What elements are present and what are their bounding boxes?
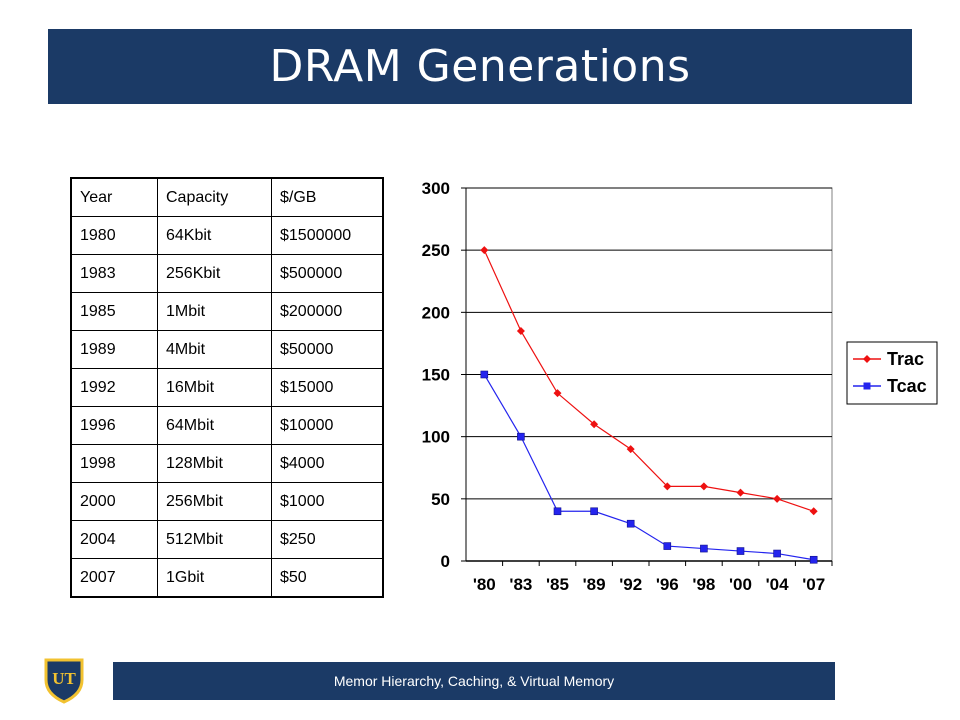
table-cell: 1989 bbox=[70, 330, 158, 369]
data-point-trac bbox=[516, 326, 525, 335]
table-cell: $15000 bbox=[271, 368, 384, 407]
x-tick-label: '80 bbox=[473, 575, 496, 594]
data-point-trac bbox=[736, 488, 745, 497]
series-line-trac bbox=[483, 249, 814, 512]
table-cell: 256Kbit bbox=[157, 254, 272, 293]
data-point-tcac bbox=[480, 370, 489, 379]
table-cell: 64Mbit bbox=[157, 406, 272, 445]
table-cell: $500000 bbox=[271, 254, 384, 293]
table-cell: $4000 bbox=[271, 444, 384, 483]
x-tick-label: '83 bbox=[509, 575, 532, 594]
table-row: 1985 1Mbit $200000 bbox=[70, 292, 384, 331]
x-tick-label: '04 bbox=[766, 575, 789, 594]
y-tick-label: 200 bbox=[422, 303, 450, 322]
slide-title: DRAM Generations bbox=[269, 41, 691, 92]
x-tick-label: '85 bbox=[546, 575, 569, 594]
data-point-trac bbox=[553, 389, 562, 398]
legend-box bbox=[846, 341, 938, 405]
table-cell: 4Mbit bbox=[157, 330, 272, 369]
table-cell: 64Kbit bbox=[157, 216, 272, 255]
table-cell: 1983 bbox=[70, 254, 158, 293]
table-cell: $50 bbox=[271, 558, 384, 598]
y-tick-label: 300 bbox=[422, 179, 450, 198]
x-tick-label: '07 bbox=[802, 575, 825, 594]
table-row: 1992 16Mbit $15000 bbox=[70, 368, 384, 407]
table-cell: 2000 bbox=[70, 482, 158, 521]
data-point-trac bbox=[663, 482, 672, 491]
x-tick-label: '98 bbox=[692, 575, 715, 594]
table-cell: 1980 bbox=[70, 216, 158, 255]
table-row: 1983 256Kbit $500000 bbox=[70, 254, 384, 293]
legend-label: Trac bbox=[887, 349, 924, 369]
data-point-tcac bbox=[700, 544, 708, 553]
table-header-cell: Capacity bbox=[157, 177, 272, 217]
footer-bar: Memor Hierarchy, Caching, & Virtual Memo… bbox=[113, 662, 835, 700]
data-point-trac bbox=[626, 445, 635, 454]
data-point-trac bbox=[809, 507, 818, 516]
table-row: 2000 256Mbit $1000 bbox=[70, 482, 384, 521]
data-point-tcac bbox=[553, 507, 562, 516]
data-point-trac bbox=[773, 494, 782, 503]
y-tick-label: 250 bbox=[422, 241, 450, 260]
data-point-tcac bbox=[590, 507, 598, 516]
table-row: 1998 128Mbit $4000 bbox=[70, 444, 384, 483]
table-cell: 128Mbit bbox=[157, 444, 272, 483]
table-header-cell: $/GB bbox=[271, 177, 384, 217]
table-cell: 256Mbit bbox=[157, 482, 272, 521]
table-cell: 1Mbit bbox=[157, 292, 272, 331]
data-point-tcac bbox=[809, 555, 818, 564]
data-point-tcac bbox=[773, 549, 781, 558]
table-cell: 1985 bbox=[70, 292, 158, 331]
table-row: 1996 64Mbit $10000 bbox=[70, 406, 384, 445]
y-tick-label: 50 bbox=[431, 490, 450, 509]
dram-latency-chart: 0 50 100 150 200 250 300 '80 '83 '85 '89 '92 '96 '98 '… bbox=[422, 179, 938, 594]
table-cell: $250 bbox=[271, 520, 384, 559]
table-cell: 1996 bbox=[70, 406, 158, 445]
table-cell: 1Gbit bbox=[157, 558, 272, 598]
data-point-trac bbox=[480, 246, 489, 255]
legend-marker bbox=[863, 355, 871, 363]
svg-text:UT: UT bbox=[52, 669, 76, 688]
table-row: 2004 512Mbit $250 bbox=[70, 520, 384, 559]
title-bar: DRAM Generations bbox=[48, 29, 912, 104]
legend-label: Tcac bbox=[887, 376, 927, 396]
table-cell: $1000 bbox=[271, 482, 384, 521]
x-tick-label: '00 bbox=[729, 575, 752, 594]
table-cell: $50000 bbox=[271, 330, 384, 369]
table-row: 1989 4Mbit $50000 bbox=[70, 330, 384, 369]
table-cell: 16Mbit bbox=[157, 368, 272, 407]
y-tick-label: 0 bbox=[441, 552, 450, 571]
footer-text: Memor Hierarchy, Caching, & Virtual Memo… bbox=[333, 673, 615, 689]
table-cell: 1992 bbox=[70, 368, 158, 407]
x-tick-label: '89 bbox=[583, 575, 606, 594]
dram-table: Year Capacity $/GB 1980 64Kbit $1500000 1983 25… bbox=[70, 177, 384, 598]
data-point-tcac bbox=[517, 432, 525, 441]
x-tick-label: '92 bbox=[619, 575, 642, 594]
table-cell: 1998 bbox=[70, 444, 158, 483]
table-header-cell: Year bbox=[70, 177, 158, 217]
data-point-trac bbox=[590, 420, 599, 429]
data-point-tcac bbox=[626, 519, 635, 528]
ut-logo: UT bbox=[44, 658, 84, 704]
table-cell: 2007 bbox=[70, 558, 158, 598]
table-row: 1980 64Kbit $1500000 bbox=[70, 216, 384, 255]
data-point-trac bbox=[699, 482, 708, 491]
table-cell: 2004 bbox=[70, 520, 158, 559]
data-point-tcac bbox=[736, 547, 745, 555]
table-cell: $10000 bbox=[271, 406, 384, 445]
x-tick-label: '96 bbox=[656, 575, 679, 594]
table-cell: $1500000 bbox=[271, 216, 384, 255]
table-header-row: Year Capacity $/GB bbox=[70, 177, 384, 217]
table-cell: $200000 bbox=[271, 292, 384, 331]
y-tick-label: 150 bbox=[422, 366, 450, 385]
table-cell: 512Mbit bbox=[157, 520, 272, 559]
series-line-tcac bbox=[483, 374, 814, 561]
data-point-tcac bbox=[663, 542, 672, 550]
legend-marker bbox=[863, 382, 871, 390]
table-row: 2007 1Gbit $50 bbox=[70, 558, 384, 598]
y-tick-label: 100 bbox=[422, 428, 450, 447]
